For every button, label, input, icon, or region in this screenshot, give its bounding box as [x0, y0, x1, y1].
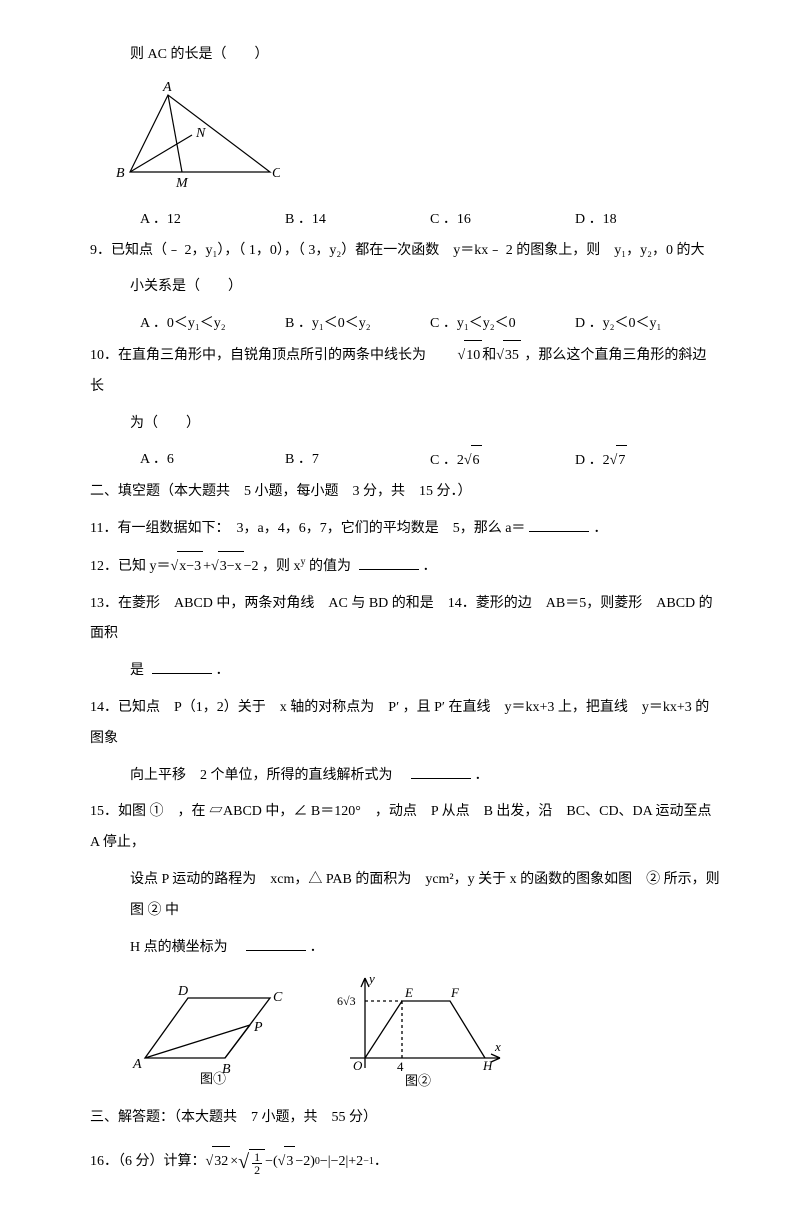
q15-figure1: A B C D P 图①	[130, 973, 305, 1088]
svg-text:6√3: 6√3	[337, 994, 356, 1008]
svg-text:x: x	[494, 1039, 501, 1054]
q10-opt-b: B ．7	[285, 445, 430, 477]
section3-heading: 三、解答题：（本大题共 7 小题，共 55 分）	[90, 1103, 720, 1134]
q15-b: 设点 P 运动的路程为 xcm，△ PAB 的面积为 ycm²，y 关于 x 的…	[90, 865, 720, 927]
q9-opt-d: D ．y₂＜0＜y₁	[575, 309, 720, 340]
q9-stem1: 9．已知点（﹣ 2，y₁），（ 1，0），（ 3，y₂）都在一次函数 y＝kx﹣…	[90, 236, 720, 267]
q9-opt-a: A ．0＜y₁＜y₂	[140, 309, 285, 340]
q15-figures: A B C D P 图① O E F H	[130, 973, 720, 1088]
q15-a: 15．如图 ① ，在 ▱ABCD 中，∠ B＝120° ，动点 P 从点 B 出…	[90, 797, 720, 859]
q8-options: A ．12 B ．14 C ．16 D ．18	[90, 205, 720, 236]
svg-text:C: C	[273, 990, 283, 1005]
q15-blank	[246, 937, 306, 951]
q16: 16．（6 分）计算： 32 × √ 1 2 −(3−2)0−|−2|+2−1 …	[90, 1140, 720, 1184]
svg-text:P: P	[253, 1020, 263, 1035]
svg-text:B: B	[116, 166, 125, 181]
q11-blank	[529, 518, 589, 532]
q15-figure2: O E F H x y 4 6√3 图②	[335, 973, 510, 1088]
q10-opt-c: C ．26	[430, 445, 575, 477]
svg-text:M: M	[175, 176, 189, 191]
q14-a: 14．已知点 P（1，2）关于 x 轴的对称点为 P′ ，且 P′ 在直线 y＝…	[90, 693, 720, 755]
q13-b: 是 ．	[90, 656, 720, 687]
q8-opt-b: B ．14	[285, 205, 430, 236]
svg-text:E: E	[404, 985, 413, 1000]
q15-c: H 点的横坐标为 ．	[90, 933, 720, 964]
q9-opt-c: C ．y₁＜y₂＜0	[430, 309, 575, 340]
q10-stem1: 10．在直角三角形中，自锐角顶点所引的两条中线长为 10和35 ，那么这个直角三…	[90, 340, 720, 403]
q12-blank	[359, 556, 419, 570]
svg-text:A: A	[132, 1057, 142, 1072]
section2-heading: 二、填空题（本大题共 5 小题，每小题 3 分，共 15 分．）	[90, 477, 720, 508]
q14-blank	[411, 765, 471, 779]
svg-text:C: C	[272, 166, 280, 181]
q10-opt-d: D ．27	[575, 445, 720, 477]
svg-text:图①: 图①	[200, 1071, 226, 1086]
svg-text:y: y	[367, 973, 375, 986]
svg-text:D: D	[177, 984, 188, 999]
q13-a: 13．在菱形 ABCD 中，两条对角线 AC 与 BD 的和是 14．菱形的边 …	[90, 589, 720, 651]
q13-blank	[152, 660, 212, 674]
q10-options: A ．6 B ．7 C ．26 D ．27	[90, 445, 720, 477]
svg-text:O: O	[353, 1058, 363, 1073]
q9-stem2: 小关系是（ ）	[90, 272, 720, 303]
q10-opt-a: A ．6	[140, 445, 285, 477]
q8-opt-d: D ．18	[575, 205, 720, 236]
q8-stem: 则 AC 的长是（ ）	[90, 40, 720, 71]
q11: 11．有一组数据如下： 3，a，4，6，7，它们的平均数是 5，那么 a＝．	[90, 514, 720, 545]
svg-text:N: N	[195, 126, 206, 141]
svg-text:图②: 图②	[405, 1073, 431, 1088]
q9-options: A ．0＜y₁＜y₂ B ．y₁＜0＜y₂ C ．y₁＜y₂＜0 D ．y₂＜0…	[90, 309, 720, 340]
q9-opt-b: B ．y₁＜0＜y₂	[285, 309, 430, 340]
svg-text:F: F	[450, 985, 460, 1000]
svg-text:4: 4	[397, 1059, 404, 1074]
q8-figure: A B C M N	[110, 77, 280, 197]
q14-b: 向上平移 2 个单位，所得的直线解析式为 ．	[90, 761, 720, 792]
q12: 12．已知 y＝x−3+3−x−2 ，则 xy 的值为 ．	[90, 551, 720, 583]
q8-opt-a: A ．12	[140, 205, 285, 236]
q8-opt-c: C ．16	[430, 205, 575, 236]
svg-text:H: H	[482, 1058, 493, 1073]
q10-stem2: 为（ ）	[90, 409, 720, 440]
svg-text:A: A	[162, 80, 172, 95]
